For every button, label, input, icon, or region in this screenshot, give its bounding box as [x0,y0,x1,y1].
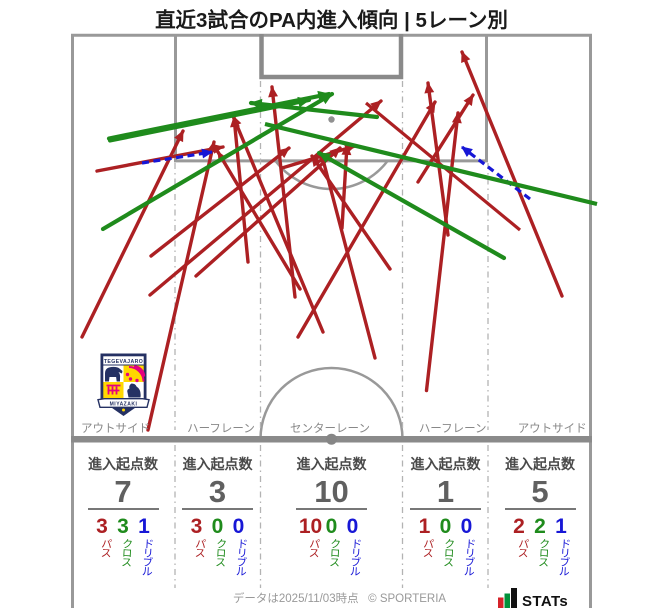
svg-text:MIYAZAKI: MIYAZAKI [110,401,138,407]
svg-text:STATs: STATs [522,593,568,610]
svg-text:TEGEVAJARO: TEGEVAJARO [104,359,143,365]
